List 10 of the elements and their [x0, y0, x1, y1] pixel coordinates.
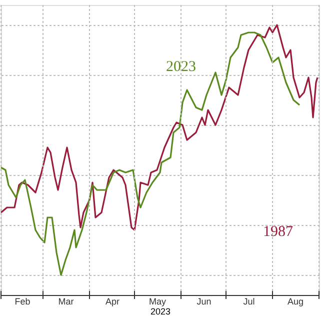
x-tick-label: Aug: [287, 296, 304, 306]
x-tick-label: Apr: [105, 296, 120, 306]
x-tick-label: Jun: [196, 296, 212, 306]
x-tick-label: Feb: [14, 296, 30, 306]
x-axis-title: 2023: [150, 306, 171, 316]
series-label: 2023: [166, 58, 196, 75]
x-tick-label: May: [148, 296, 166, 306]
x-tick-label: Mar: [58, 296, 74, 306]
x-tick-label: Jul: [243, 296, 255, 306]
text: 1987: [263, 224, 294, 240]
